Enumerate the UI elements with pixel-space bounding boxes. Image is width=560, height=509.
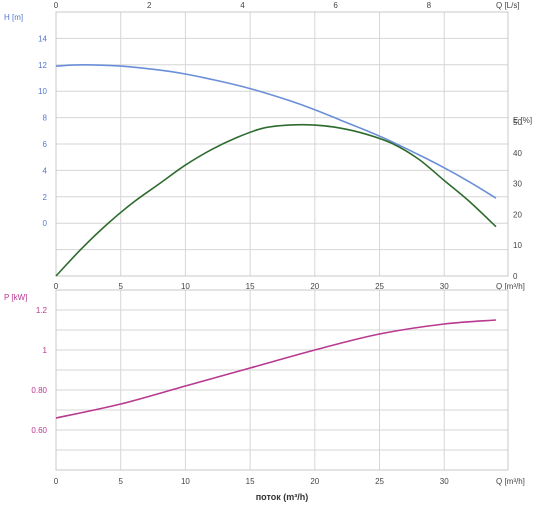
y-tick-label: 0.80 bbox=[31, 386, 47, 395]
right-y-tick-label: 30 bbox=[513, 180, 522, 189]
y-axis-label-power: P [kW] bbox=[4, 293, 27, 302]
y-tick-label: 4 bbox=[43, 166, 48, 175]
power-panel: 0 5 10 15 20 25 30 Q [m³/h] поток (m³/h) 0.60 0.80… bbox=[4, 289, 525, 502]
x-tick-label: 0 bbox=[54, 282, 59, 291]
y-axis-label-head: H [m] bbox=[4, 13, 23, 22]
y-tick-label: 1 bbox=[43, 346, 48, 355]
y-tick-label: 1.2 bbox=[36, 306, 48, 315]
x-tick-label: 25 bbox=[375, 282, 384, 291]
y-tick-label: 14 bbox=[38, 34, 47, 43]
x-axis-unit: Q [m³/h] bbox=[496, 477, 525, 486]
power-curve bbox=[55, 319, 497, 419]
x-tick-label: 5 bbox=[118, 477, 123, 486]
head-efficiency-panel: 0 5 10 15 20 25 30 Q [m³/h]0 2 4 6 8 Q [L/s]02468101… bbox=[4, 1, 532, 291]
x-tick-label: 0 bbox=[54, 477, 59, 486]
plot-frame bbox=[55, 289, 509, 471]
x-tick-label: 10 bbox=[181, 282, 190, 291]
x-tick-label: 15 bbox=[246, 282, 255, 291]
x-tick-label: 10 bbox=[181, 477, 190, 486]
top-x-axis-unit: Q [L/s] bbox=[496, 1, 520, 10]
x-tick-label: 20 bbox=[310, 282, 319, 291]
efficiency-curve bbox=[55, 123, 497, 277]
x-tick-label: 30 bbox=[440, 282, 449, 291]
y-tick-label: 0 bbox=[43, 219, 48, 228]
right-y-tick-label: 0 bbox=[513, 272, 518, 281]
x-tick-label: 15 bbox=[246, 477, 255, 486]
right-y-tick-label: 50 bbox=[513, 118, 522, 127]
head-curve bbox=[55, 63, 497, 199]
top-x-tick-label: 8 bbox=[427, 1, 432, 10]
y-axis-label-efficiency: E [%] bbox=[513, 116, 532, 125]
plot-frame bbox=[55, 11, 509, 277]
y-tick-label: 6 bbox=[43, 140, 48, 149]
right-y-tick-label: 10 bbox=[513, 241, 522, 250]
top-x-tick-label: 6 bbox=[333, 1, 338, 10]
y-tick-label: 2 bbox=[43, 193, 48, 202]
top-x-tick-label: 0 bbox=[54, 1, 59, 10]
right-y-tick-label: 40 bbox=[513, 149, 522, 158]
x-axis-title: поток (m³/h) bbox=[256, 492, 309, 502]
y-tick-label: 12 bbox=[38, 61, 47, 70]
y-tick-label: 10 bbox=[38, 87, 47, 96]
x-tick-label: 5 bbox=[118, 282, 123, 291]
x-tick-label: 20 bbox=[310, 477, 319, 486]
right-y-tick-label: 20 bbox=[513, 210, 522, 219]
x-axis-unit: Q [m³/h] bbox=[496, 282, 525, 291]
x-tick-label: 25 bbox=[375, 477, 384, 486]
y-tick-label: 8 bbox=[43, 114, 48, 123]
top-x-tick-label: 4 bbox=[240, 1, 245, 10]
y-tick-label: 0.60 bbox=[31, 426, 47, 435]
x-tick-label: 30 bbox=[440, 477, 449, 486]
top-x-tick-label: 2 bbox=[147, 1, 152, 10]
